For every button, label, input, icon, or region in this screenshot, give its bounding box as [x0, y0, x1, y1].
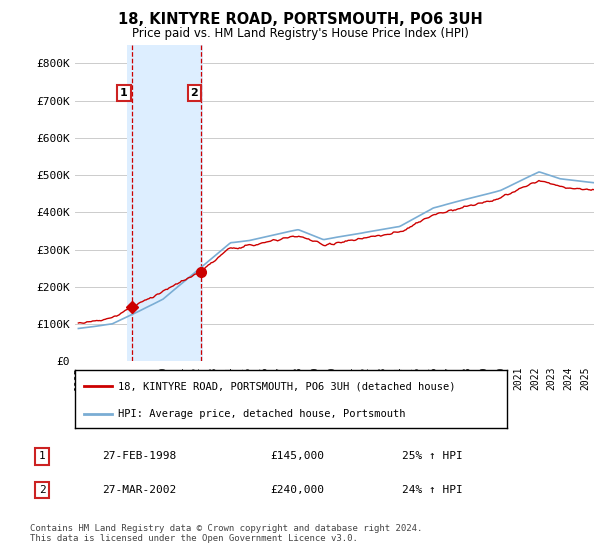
Text: HPI: Average price, detached house, Portsmouth: HPI: Average price, detached house, Port… [118, 409, 406, 419]
Text: 1: 1 [38, 451, 46, 461]
Text: 27-MAR-2002: 27-MAR-2002 [102, 485, 176, 495]
Text: 18, KINTYRE ROAD, PORTSMOUTH, PO6 3UH (detached house): 18, KINTYRE ROAD, PORTSMOUTH, PO6 3UH (d… [118, 381, 456, 391]
Text: Price paid vs. HM Land Registry's House Price Index (HPI): Price paid vs. HM Land Registry's House … [131, 27, 469, 40]
Text: Contains HM Land Registry data © Crown copyright and database right 2024.
This d: Contains HM Land Registry data © Crown c… [30, 524, 422, 543]
Text: 2: 2 [38, 485, 46, 495]
Text: 2: 2 [190, 88, 198, 98]
Text: £240,000: £240,000 [270, 485, 324, 495]
Bar [127, 45, 203, 361]
Text: £145,000: £145,000 [270, 451, 324, 461]
Text: 18, KINTYRE ROAD, PORTSMOUTH, PO6 3UH: 18, KINTYRE ROAD, PORTSMOUTH, PO6 3UH [118, 12, 482, 27]
Text: 27-FEB-1998: 27-FEB-1998 [102, 451, 176, 461]
Text: 25% ↑ HPI: 25% ↑ HPI [402, 451, 463, 461]
Text: 1: 1 [120, 88, 128, 98]
Text: 24% ↑ HPI: 24% ↑ HPI [402, 485, 463, 495]
